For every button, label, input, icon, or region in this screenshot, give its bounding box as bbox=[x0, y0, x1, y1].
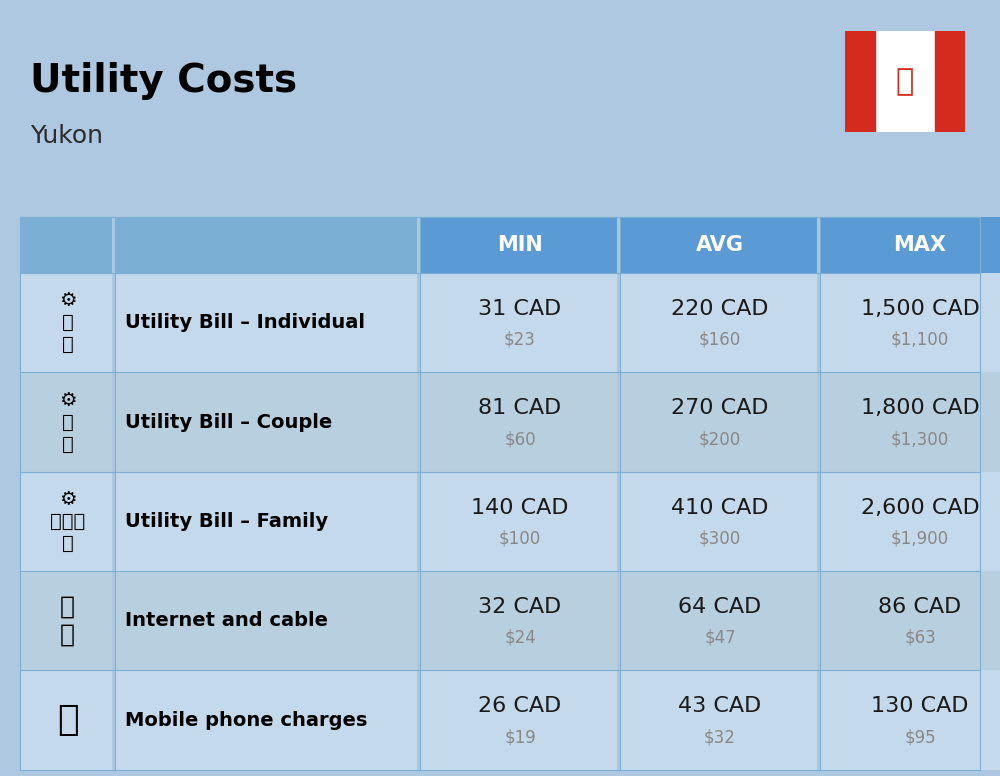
Text: $200: $200 bbox=[699, 430, 741, 449]
Text: 1,500 CAD: 1,500 CAD bbox=[861, 299, 979, 319]
Text: $47: $47 bbox=[704, 629, 736, 647]
Text: 📡
🖨: 📡 🖨 bbox=[60, 595, 75, 646]
Bar bbox=[115, 472, 417, 571]
Text: 32 CAD: 32 CAD bbox=[478, 597, 562, 617]
Text: $1,100: $1,100 bbox=[891, 331, 949, 349]
Bar bbox=[20, 372, 112, 472]
Bar bbox=[20, 670, 112, 770]
Bar bbox=[20, 372, 112, 472]
Bar bbox=[820, 273, 1000, 372]
Bar bbox=[820, 571, 1000, 670]
Bar bbox=[420, 472, 617, 571]
Text: 31 CAD: 31 CAD bbox=[478, 299, 562, 319]
Bar bbox=[620, 372, 817, 472]
Bar bbox=[620, 273, 817, 372]
Text: Utility Costs: Utility Costs bbox=[30, 62, 297, 100]
Text: ⚙
👨‍👩‍👧
🔌: ⚙ 👨‍👩‍👧 🔌 bbox=[50, 490, 85, 553]
Text: 26 CAD: 26 CAD bbox=[478, 696, 562, 716]
Text: $60: $60 bbox=[504, 430, 536, 449]
Text: 2,600 CAD: 2,600 CAD bbox=[861, 497, 979, 518]
Bar bbox=[420, 571, 617, 670]
Text: $160: $160 bbox=[699, 331, 741, 349]
Text: $100: $100 bbox=[499, 529, 541, 548]
Text: $63: $63 bbox=[904, 629, 936, 647]
Text: 410 CAD: 410 CAD bbox=[671, 497, 769, 518]
Text: Utility Bill – Family: Utility Bill – Family bbox=[125, 512, 328, 531]
Bar bbox=[20, 571, 112, 670]
Bar bbox=[20, 273, 112, 372]
Bar bbox=[20, 571, 112, 670]
Text: $1,900: $1,900 bbox=[891, 529, 949, 548]
FancyBboxPatch shape bbox=[420, 217, 617, 273]
Text: $300: $300 bbox=[699, 529, 741, 548]
Bar bbox=[620, 571, 817, 670]
FancyBboxPatch shape bbox=[620, 217, 817, 273]
Text: 140 CAD: 140 CAD bbox=[471, 497, 569, 518]
Text: ⚙
🧑
🔌: ⚙ 🧑 🔌 bbox=[59, 291, 76, 355]
Text: $23: $23 bbox=[504, 331, 536, 349]
Text: $32: $32 bbox=[704, 728, 736, 747]
Bar bbox=[845, 31, 875, 132]
Bar bbox=[420, 372, 617, 472]
Bar bbox=[115, 571, 417, 670]
Text: Utility Bill – Individual: Utility Bill – Individual bbox=[125, 314, 365, 332]
Text: $19: $19 bbox=[504, 728, 536, 747]
Bar bbox=[20, 472, 112, 571]
Text: 🍁: 🍁 bbox=[896, 67, 914, 96]
Text: 81 CAD: 81 CAD bbox=[478, 398, 562, 418]
FancyBboxPatch shape bbox=[20, 217, 112, 273]
Bar bbox=[420, 670, 617, 770]
Bar bbox=[115, 670, 417, 770]
Bar bbox=[420, 273, 617, 372]
Text: ⚙
👥
🔌: ⚙ 👥 🔌 bbox=[59, 390, 76, 454]
Text: Internet and cable: Internet and cable bbox=[125, 611, 328, 630]
Bar bbox=[115, 372, 417, 472]
Bar bbox=[20, 273, 112, 372]
Bar bbox=[20, 472, 112, 571]
Text: Yukon: Yukon bbox=[30, 124, 103, 148]
Text: Mobile phone charges: Mobile phone charges bbox=[125, 711, 367, 729]
FancyBboxPatch shape bbox=[115, 217, 417, 273]
Text: MIN: MIN bbox=[497, 235, 543, 255]
Bar bbox=[820, 670, 1000, 770]
FancyBboxPatch shape bbox=[820, 217, 1000, 273]
Text: MAX: MAX bbox=[894, 235, 946, 255]
Bar bbox=[820, 472, 1000, 571]
Bar bbox=[935, 31, 965, 132]
Text: 📱: 📱 bbox=[57, 703, 78, 737]
Bar bbox=[820, 372, 1000, 472]
Text: $95: $95 bbox=[904, 728, 936, 747]
Text: $24: $24 bbox=[504, 629, 536, 647]
Text: 64 CAD: 64 CAD bbox=[678, 597, 762, 617]
Bar bbox=[620, 670, 817, 770]
Text: 86 CAD: 86 CAD bbox=[878, 597, 962, 617]
Text: 220 CAD: 220 CAD bbox=[671, 299, 769, 319]
Text: $1,300: $1,300 bbox=[891, 430, 949, 449]
Text: Utility Bill – Couple: Utility Bill – Couple bbox=[125, 413, 332, 431]
Text: 130 CAD: 130 CAD bbox=[871, 696, 969, 716]
Text: AVG: AVG bbox=[696, 235, 744, 255]
Text: 43 CAD: 43 CAD bbox=[678, 696, 762, 716]
Bar bbox=[115, 273, 417, 372]
Bar bbox=[20, 670, 112, 770]
Text: 270 CAD: 270 CAD bbox=[671, 398, 769, 418]
Text: 1,800 CAD: 1,800 CAD bbox=[861, 398, 979, 418]
Bar bbox=[620, 472, 817, 571]
